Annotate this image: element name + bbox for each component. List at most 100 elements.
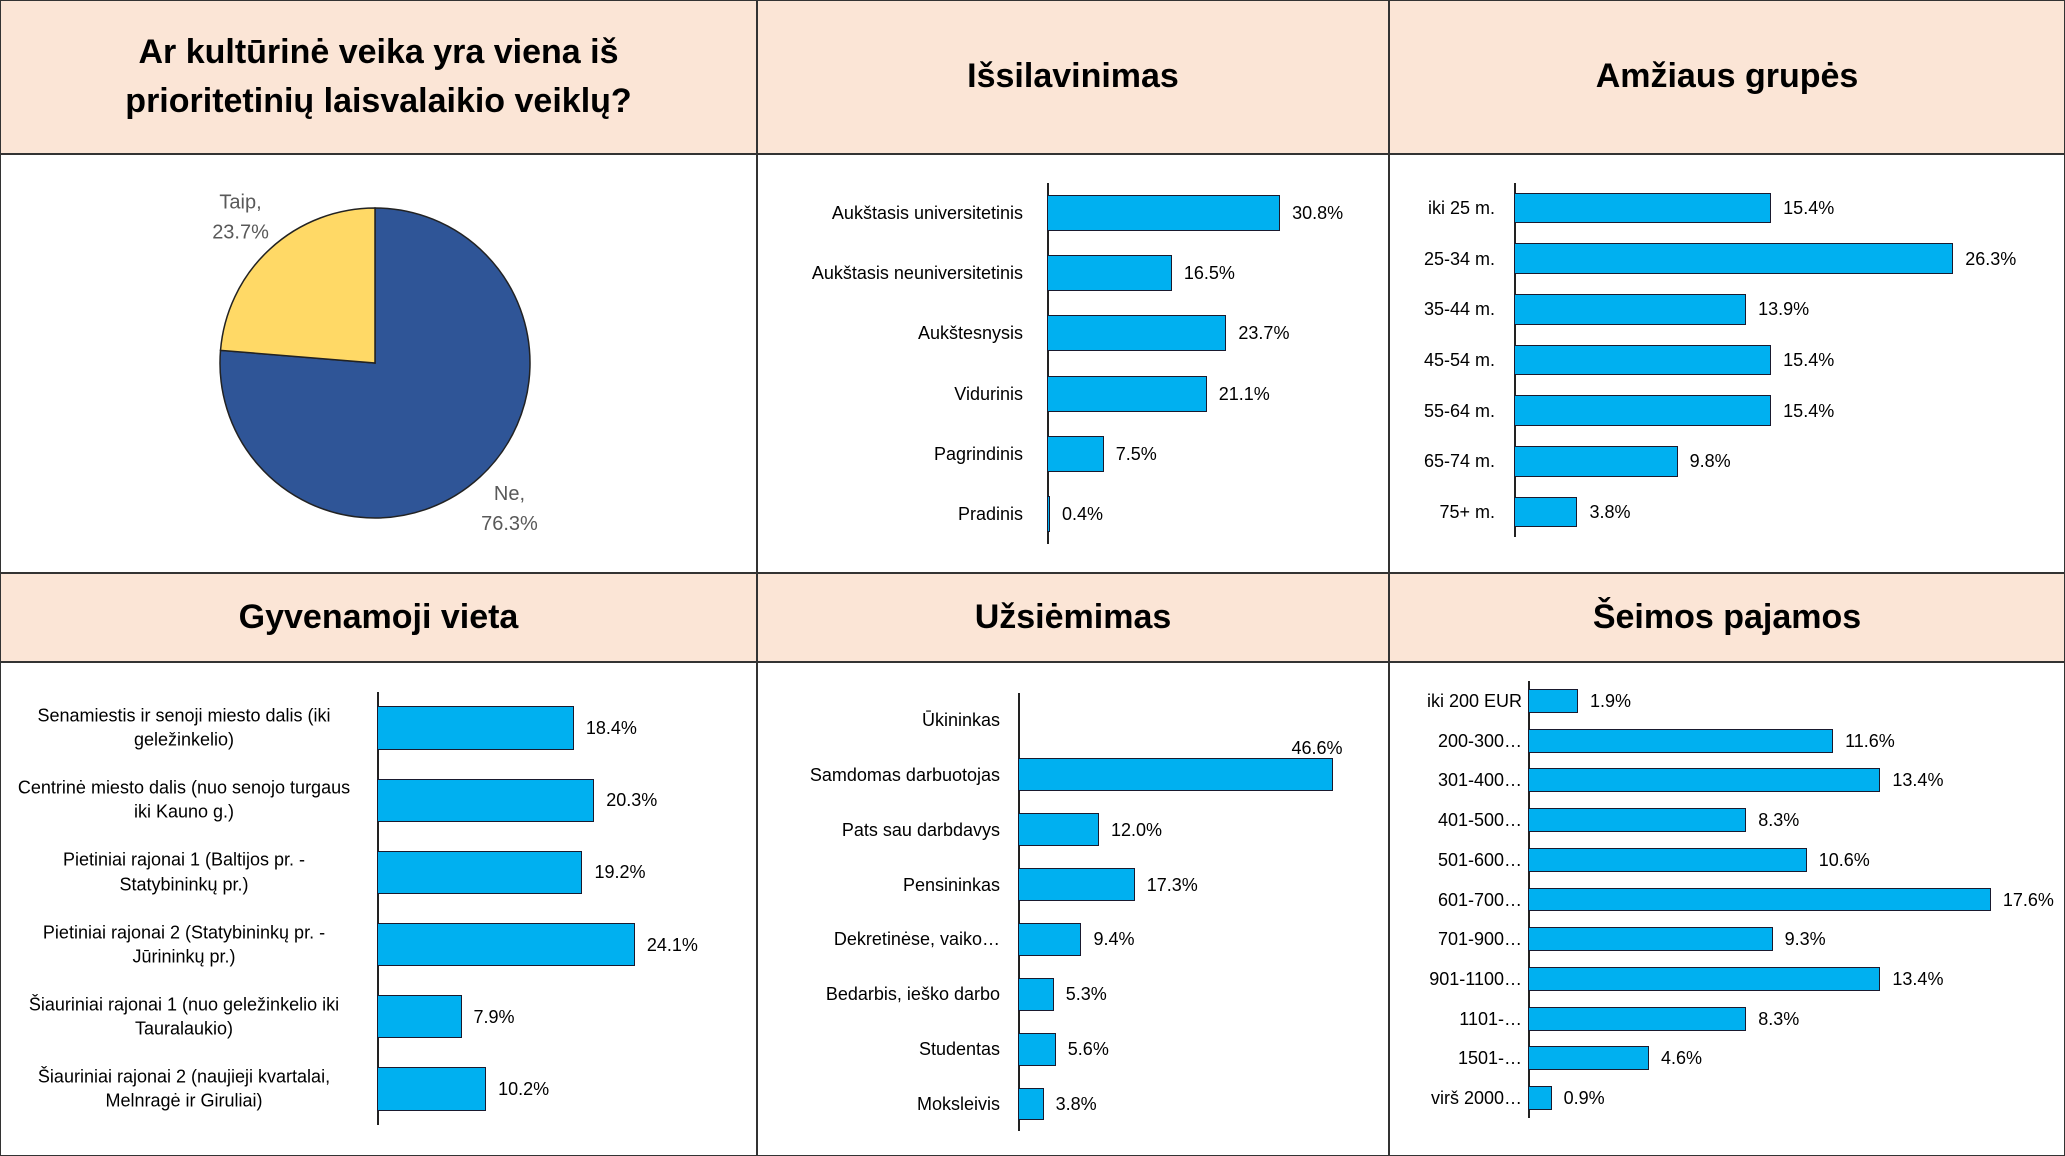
value-label: 3.8% — [1589, 501, 1631, 522]
pie-label: Taip, — [219, 191, 261, 213]
value-label: 11.6% — [1845, 730, 1895, 751]
panel-header: Užsiėmimas — [757, 573, 1389, 662]
category-label: 601-700… — [1437, 889, 1522, 910]
bar — [1018, 922, 1082, 956]
category-label: Centrinė miesto dalis (nuo senojo turgau… — [17, 777, 351, 823]
bar — [1047, 315, 1227, 352]
category-label: iki 25 m. — [1427, 197, 1495, 218]
pie-value-label: 23.7% — [212, 221, 269, 243]
category-label: virš 2000… — [1430, 1087, 1522, 1108]
axis-line — [1018, 692, 1020, 1132]
bar — [1528, 1046, 1649, 1071]
value-label: 9.4% — [1093, 929, 1135, 950]
category-label: Dekretinėse, vaiko… — [833, 929, 1000, 950]
bar — [377, 850, 583, 895]
value-label: 30.8% — [1292, 202, 1344, 223]
panel-header: Amžiaus grupės — [1389, 0, 2065, 154]
category-label: Studentas — [918, 1038, 1000, 1059]
value-label: 8.3% — [1758, 809, 1800, 830]
panel-header: Gyvenamoji vieta — [0, 573, 757, 662]
category-label: Pats sau darbdavys — [841, 819, 1000, 840]
value-label: 46.6% — [1291, 738, 1343, 759]
value-label: 17.3% — [1146, 874, 1198, 895]
category-label: Aukštasis neuniversitetinis — [811, 263, 1023, 284]
value-label: 3.8% — [1055, 1093, 1097, 1114]
value-label: 15.4% — [1783, 197, 1835, 218]
axis-line — [1047, 182, 1049, 545]
value-label: 18.4% — [585, 717, 637, 738]
value-label: 5.3% — [1065, 984, 1107, 1005]
value-label: 0.4% — [1062, 503, 1104, 524]
bar — [1514, 446, 1678, 477]
bar — [1514, 496, 1578, 528]
value-label: 10.6% — [1818, 849, 1870, 870]
bar — [1018, 758, 1333, 792]
bar — [1528, 1006, 1747, 1031]
category-label: 501-600… — [1437, 849, 1522, 870]
bar — [1514, 294, 1747, 325]
category-label: Pradinis — [957, 503, 1023, 524]
value-label: 0.9% — [1563, 1087, 1605, 1108]
category-label: 35-44 m. — [1423, 299, 1495, 320]
category-label: Pietiniai rajonai 2 (Statybininkų pr. - … — [42, 922, 326, 967]
bar — [1018, 1032, 1056, 1066]
bar — [1514, 192, 1772, 224]
category-label: 1501-… — [1457, 1048, 1522, 1069]
value-label: 9.8% — [1689, 451, 1731, 472]
value-label: 8.3% — [1758, 1008, 1800, 1029]
value-label: 4.6% — [1660, 1048, 1702, 1069]
panel-header: Šeimos pajamos — [1389, 573, 2065, 662]
category-label: Šiauriniai rajonai 1 (nuo geležinkelio i… — [28, 994, 340, 1039]
category-label: 200-300… — [1437, 730, 1522, 751]
category-label: iki 200 EUR — [1426, 690, 1522, 711]
value-label: 24.1% — [646, 934, 698, 955]
category-label: 75+ m. — [1439, 501, 1495, 522]
bar — [1514, 243, 1954, 274]
category-label: Pensininkas — [902, 874, 1000, 895]
value-label: 20.3% — [606, 790, 658, 811]
bar — [1018, 977, 1054, 1011]
category-label: Senamiestis ir senoji miesto dalis (iki … — [37, 705, 331, 750]
value-label: 15.4% — [1783, 400, 1835, 421]
category-label: 45-54 m. — [1423, 349, 1495, 370]
bar — [1528, 847, 1807, 872]
value-label: 19.2% — [594, 862, 646, 883]
bar — [1528, 1086, 1552, 1110]
category-label: Samdomas darbuotojas — [809, 764, 1000, 785]
value-label: 9.3% — [1784, 929, 1826, 950]
bar — [1047, 194, 1281, 232]
value-label: 23.7% — [1238, 323, 1290, 344]
category-label: Vidurinis — [954, 383, 1023, 404]
panel-header: Išsilavinimas — [757, 0, 1389, 154]
value-label: 7.5% — [1115, 443, 1157, 464]
value-label: 21.1% — [1218, 383, 1270, 404]
category-label: Moksleivis — [916, 1093, 1000, 1114]
axis-line — [377, 691, 379, 1126]
category-label: 301-400… — [1437, 770, 1522, 791]
bar — [1514, 344, 1772, 376]
category-label: Aukštasis universitetinis — [831, 202, 1023, 223]
value-label: 1.9% — [1589, 690, 1631, 711]
bar — [377, 1067, 487, 1111]
bar — [1047, 495, 1051, 533]
category-label: Aukštesnysis — [917, 323, 1023, 344]
category-label: Ūkininkas — [921, 709, 1000, 730]
value-label: 13.4% — [1892, 770, 1944, 791]
category-label: 901-1100… — [1429, 968, 1522, 989]
category-label: 55-64 m. — [1423, 400, 1495, 421]
bar — [377, 995, 462, 1039]
bar — [377, 706, 574, 750]
value-label: 13.9% — [1758, 299, 1810, 320]
category-label: Šiauriniai rajonai 2 (naujieji kvartalai… — [37, 1066, 331, 1111]
bar — [1018, 813, 1099, 847]
category-label: Bedarbis, ieško darbo — [825, 984, 1000, 1005]
category-label: Pietiniai rajonai 1 (Baltijos pr. - Stat… — [62, 850, 306, 895]
value-label: 7.9% — [473, 1006, 515, 1027]
category-label: Pagrindinis — [933, 443, 1023, 464]
category-label: 65-74 m. — [1423, 451, 1495, 472]
panel-body — [0, 154, 757, 573]
pie-label: Ne, — [494, 483, 525, 505]
value-label: 12.0% — [1111, 819, 1163, 840]
value-label: 5.6% — [1067, 1038, 1109, 1059]
category-label: 401-500… — [1437, 809, 1522, 830]
